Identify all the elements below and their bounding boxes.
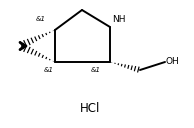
Text: NH: NH bbox=[112, 15, 126, 24]
Text: HCl: HCl bbox=[80, 102, 100, 115]
Text: &1: &1 bbox=[44, 67, 54, 73]
Text: &1: &1 bbox=[91, 67, 101, 73]
Text: OH: OH bbox=[166, 57, 180, 67]
Text: &1: &1 bbox=[36, 16, 46, 22]
